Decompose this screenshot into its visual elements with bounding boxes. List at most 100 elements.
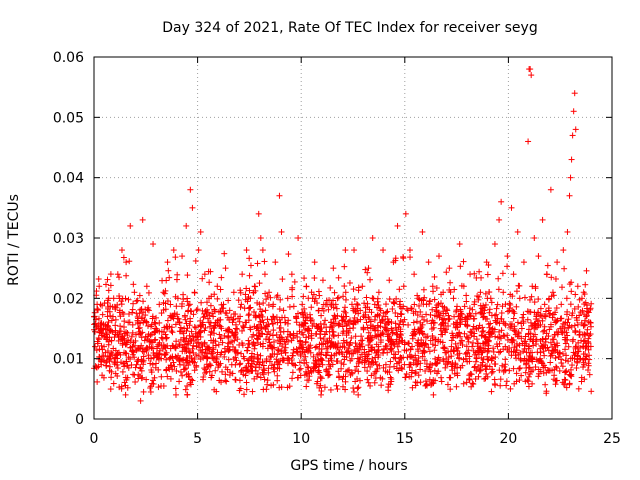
data-point — [446, 265, 453, 272]
data-point — [525, 138, 532, 145]
data-point — [570, 108, 577, 115]
data-point — [520, 259, 527, 266]
points-layer — [91, 66, 595, 404]
data-point — [357, 307, 364, 314]
data-point — [170, 247, 177, 254]
data-point — [195, 247, 202, 254]
data-point — [535, 253, 542, 260]
data-point — [197, 228, 204, 235]
data-point — [380, 247, 387, 254]
data-point — [164, 259, 171, 266]
data-point — [560, 247, 567, 254]
data-point — [210, 313, 217, 320]
data-point — [96, 283, 103, 290]
data-point — [280, 307, 287, 314]
data-point — [183, 222, 190, 229]
data-point — [212, 367, 219, 374]
data-point — [450, 295, 457, 302]
data-point — [531, 235, 538, 241]
x-tick-label: 10 — [292, 431, 310, 447]
y-tick-label: 0.01 — [53, 352, 84, 368]
data-point — [569, 132, 576, 139]
data-point — [259, 247, 266, 254]
data-point — [448, 343, 455, 350]
x-axis-label: GPS time / hours — [290, 458, 407, 474]
data-point — [295, 235, 302, 241]
data-point — [351, 247, 358, 254]
data-point — [330, 265, 337, 272]
data-point — [187, 186, 194, 193]
data-point — [375, 289, 382, 296]
data-point — [216, 331, 223, 338]
data-point — [127, 222, 134, 229]
data-point — [491, 241, 498, 248]
data-point — [110, 295, 117, 302]
data-point — [571, 90, 578, 97]
data-point — [272, 259, 279, 266]
data-point — [145, 307, 152, 314]
data-point — [201, 271, 208, 278]
data-point — [477, 289, 484, 296]
data-point — [498, 198, 505, 205]
data-point — [541, 301, 548, 308]
data-point — [419, 228, 426, 235]
data-point — [334, 295, 341, 302]
data-point — [425, 259, 432, 266]
data-point — [214, 283, 221, 290]
data-point — [567, 174, 574, 181]
data-point — [261, 271, 268, 278]
data-point — [131, 289, 138, 296]
data-point — [500, 289, 507, 296]
data-point — [342, 289, 349, 296]
data-point — [554, 259, 561, 266]
data-point — [386, 277, 393, 284]
data-point — [527, 66, 534, 73]
data-point — [193, 343, 200, 350]
data-point — [415, 295, 422, 302]
y-tick-label: 0.02 — [53, 291, 84, 307]
data-point — [139, 216, 146, 223]
data-point — [114, 271, 121, 278]
data-point — [518, 325, 525, 332]
x-tick-label: 25 — [603, 431, 621, 447]
data-point — [406, 247, 413, 254]
x-tick-label: 20 — [499, 431, 517, 447]
data-point — [365, 265, 372, 272]
data-point — [496, 216, 503, 223]
y-tick-label: 0.05 — [53, 110, 84, 126]
y-tick-label: 0.04 — [53, 171, 84, 187]
data-point — [514, 228, 521, 235]
x-tick-label: 15 — [396, 431, 414, 447]
data-point — [371, 301, 378, 308]
data-point — [429, 283, 436, 290]
data-point — [266, 289, 273, 296]
data-point — [528, 72, 535, 79]
data-point — [150, 241, 157, 248]
data-point — [549, 289, 556, 296]
data-point — [123, 259, 130, 266]
data-point — [239, 271, 246, 278]
data-point — [156, 301, 163, 308]
chart-title: Day 324 of 2021, Rate Of TEC Index for r… — [162, 20, 537, 36]
data-point — [222, 265, 229, 272]
data-point — [469, 343, 476, 350]
data-point — [568, 156, 575, 163]
data-point — [311, 259, 318, 266]
data-point — [257, 235, 264, 241]
x-tick-label: 0 — [90, 431, 99, 447]
y-tick-label: 0.06 — [53, 50, 84, 66]
data-point — [226, 307, 233, 314]
data-point — [255, 210, 262, 217]
data-point — [143, 283, 150, 290]
data-point — [137, 397, 144, 404]
data-point — [299, 301, 306, 308]
y-ticks: 0 0.01 0.02 0.03 0.04 0.05 0.06 — [53, 50, 612, 428]
y-tick-label: 0 — [75, 412, 84, 428]
data-point — [400, 283, 407, 290]
x-ticks: 0 5 10 15 20 25 — [90, 57, 621, 447]
data-point — [572, 126, 579, 133]
data-point — [566, 192, 573, 199]
data-point — [508, 204, 515, 211]
x-tick-label: 5 — [193, 431, 202, 447]
